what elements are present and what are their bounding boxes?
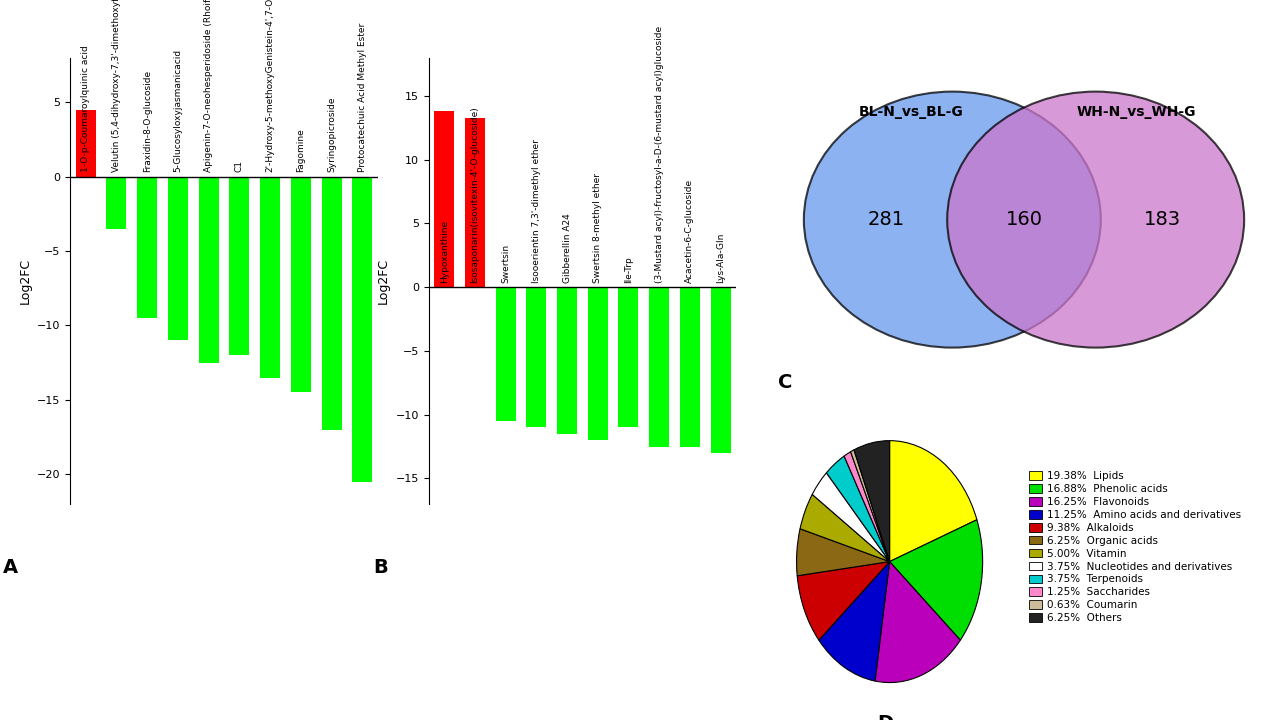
Bar: [526, 287, 547, 428]
Bar: [680, 287, 700, 446]
Bar: [260, 176, 280, 377]
Legend: 19.38%  Lipids, 16.88%  Phenolic acids, 16.25%  Flavonoids, 11.25%  Amino acids : 19.38% Lipids, 16.88% Phenolic acids, 16…: [1029, 471, 1242, 624]
Y-axis label: Log2FC: Log2FC: [19, 258, 32, 304]
Text: Velutin (5,4-dihydroxy-7,3'-dimethoxyflavone): Velutin (5,4-dihydroxy-7,3'-dimethoxyfla…: [111, 0, 122, 172]
Text: Fagomine: Fagomine: [296, 128, 306, 172]
Text: Syringopicroside: Syringopicroside: [326, 96, 337, 172]
Text: 183: 183: [1143, 210, 1181, 229]
Ellipse shape: [804, 91, 1101, 348]
Text: BL-N_vs_BL-G: BL-N_vs_BL-G: [859, 105, 964, 119]
Wedge shape: [844, 451, 890, 562]
Bar: [321, 176, 342, 430]
Bar: [618, 287, 639, 428]
Wedge shape: [796, 528, 890, 576]
Bar: [106, 176, 127, 229]
Bar: [168, 176, 188, 341]
Bar: [588, 287, 608, 440]
Text: 281: 281: [867, 210, 905, 229]
Text: D: D: [877, 714, 893, 720]
Bar: [495, 287, 516, 421]
Bar: [557, 287, 577, 434]
Text: Lys-Ala-Gln: Lys-Ala-Gln: [716, 233, 726, 284]
Text: WH-N_vs_WH-G: WH-N_vs_WH-G: [1076, 105, 1197, 119]
Text: 160: 160: [1006, 210, 1042, 229]
Text: 1-O-p-Coumaroylquinic acid: 1-O-p-Coumaroylquinic acid: [81, 45, 91, 172]
Text: 5-Glucosyloxyjasmanicacid: 5-Glucosyloxyjasmanicacid: [173, 49, 183, 172]
Text: Apigenin-7-O-neohesperidoside (Rhoifolin): Apigenin-7-O-neohesperidoside (Rhoifolin…: [204, 0, 214, 172]
Text: Isosaponarin(isovitexin-4'-O-glucoside): Isosaponarin(isovitexin-4'-O-glucoside): [470, 107, 480, 284]
Text: Protocatechuic Acid Methyl Ester: Protocatechuic Acid Methyl Ester: [357, 23, 367, 172]
Bar: [352, 176, 372, 482]
Wedge shape: [876, 562, 960, 683]
Bar: [710, 287, 731, 453]
Wedge shape: [800, 495, 890, 562]
Bar: [649, 287, 669, 446]
Wedge shape: [851, 450, 890, 562]
Wedge shape: [797, 562, 890, 640]
Text: C: C: [778, 373, 792, 392]
Bar: [291, 176, 311, 392]
Wedge shape: [890, 441, 977, 562]
Text: (3-Mustard acyl)-fructosyl-a-D-(6-mustard acyl)glucoside: (3-Mustard acyl)-fructosyl-a-D-(6-mustar…: [654, 26, 664, 284]
Text: Isooerientin 7,3'-dimethyl ether: Isooerientin 7,3'-dimethyl ether: [531, 140, 541, 284]
Wedge shape: [854, 441, 890, 562]
Bar: [434, 111, 454, 287]
Y-axis label: Log2FC: Log2FC: [378, 258, 390, 304]
Bar: [229, 176, 250, 355]
Text: Hypoxanthine: Hypoxanthine: [439, 220, 449, 284]
Bar: [198, 176, 219, 363]
Wedge shape: [819, 562, 890, 681]
Text: B: B: [374, 557, 388, 577]
Bar: [137, 176, 157, 318]
Text: Swertsin: Swertsin: [500, 244, 511, 284]
Bar: [465, 117, 485, 287]
Ellipse shape: [947, 91, 1244, 348]
Text: C1: C1: [234, 160, 244, 172]
Bar: [76, 109, 96, 176]
Wedge shape: [890, 520, 983, 640]
Text: Ile-Trp: Ile-Trp: [623, 256, 634, 284]
Text: Swertsin 8-methyl ether: Swertsin 8-methyl ether: [593, 174, 603, 284]
Text: Fraxidin-8-O-glucoside: Fraxidin-8-O-glucoside: [142, 70, 152, 172]
Wedge shape: [827, 456, 890, 562]
Text: Gibberellin A24: Gibberellin A24: [562, 214, 572, 284]
Text: A: A: [3, 557, 18, 577]
Text: 2'-Hydroxy-5-methoxyGenistein-4',7-O-diglucoside: 2'-Hydroxy-5-methoxyGenistein-4',7-O-dig…: [265, 0, 275, 172]
Wedge shape: [813, 473, 890, 562]
Text: Acacetin-6-C-glucoside: Acacetin-6-C-glucoside: [685, 179, 695, 284]
